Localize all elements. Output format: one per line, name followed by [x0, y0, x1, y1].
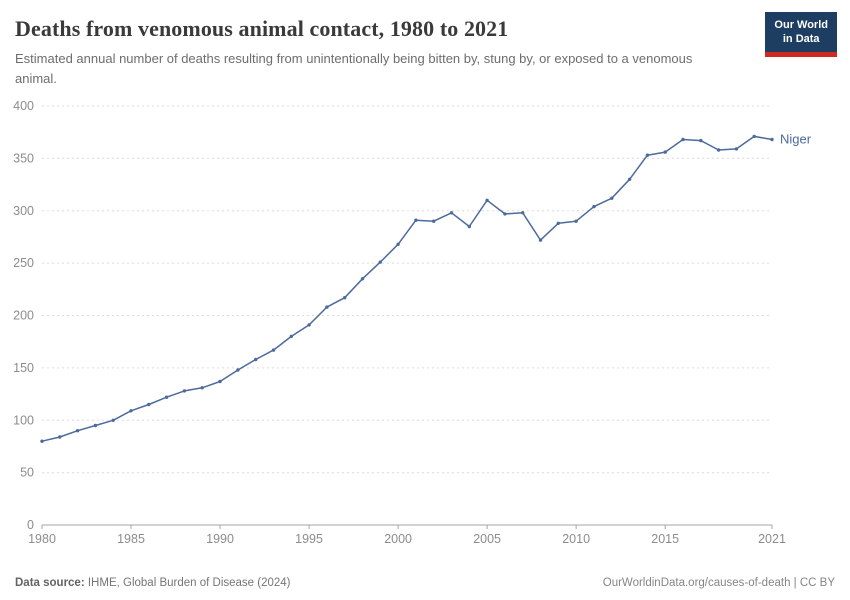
data-point	[556, 221, 560, 225]
x-tick-label: 2000	[384, 532, 412, 546]
data-point	[182, 389, 187, 393]
data-point	[610, 196, 614, 200]
data-point	[770, 137, 774, 142]
y-tick-label: 150	[13, 361, 34, 375]
header: Deaths from venomous animal contact, 198…	[0, 0, 850, 88]
data-point	[734, 147, 739, 151]
x-tick-label: 1980	[28, 532, 56, 546]
data-point	[164, 395, 169, 399]
data-point	[627, 177, 632, 181]
y-tick-label: 300	[13, 204, 34, 218]
data-point	[574, 219, 578, 223]
data-point	[343, 296, 347, 300]
data-point	[40, 439, 44, 443]
data-point	[681, 137, 685, 142]
x-tick-label: 2005	[473, 532, 501, 546]
data-point	[111, 418, 115, 422]
series-label-niger: Niger	[780, 132, 812, 147]
data-line-niger	[41, 135, 773, 442]
data-point	[521, 211, 525, 215]
data-point	[307, 323, 311, 327]
y-tick-label: 200	[13, 309, 34, 323]
data-point	[93, 423, 98, 428]
data-point	[58, 435, 62, 439]
line-chart: 0 50 100 150 200 250 300 350 400 1980 1985 1990 1995…	[13, 99, 812, 546]
data-point	[325, 305, 329, 309]
data-point	[396, 242, 400, 246]
data-point	[75, 429, 80, 433]
x-tick-label: 1990	[206, 532, 234, 546]
data-source-label: Data source:	[15, 577, 85, 589]
y-tick-label: 250	[13, 256, 34, 270]
data-point	[129, 409, 133, 413]
page-subtitle: Estimated annual number of deaths result…	[15, 51, 693, 86]
data-point	[200, 386, 204, 390]
data-point	[254, 357, 258, 362]
data-point	[592, 204, 596, 209]
x-tick-label: 1995	[295, 532, 323, 546]
x-tick-label: 1985	[117, 532, 145, 546]
data-point	[503, 212, 507, 216]
data-point	[699, 138, 703, 143]
data-point	[271, 348, 276, 352]
owid-logo-line1: Our World	[774, 19, 828, 31]
data-point	[378, 260, 382, 264]
data-point	[289, 334, 293, 339]
data-point	[236, 368, 240, 372]
data-point	[360, 277, 365, 281]
y-tick-label: 0	[27, 518, 34, 532]
data-point	[716, 148, 721, 152]
owid-logo: Our World in Data	[765, 12, 837, 57]
x-tick-label: 2010	[562, 532, 590, 546]
owid-logo-line2: in Data	[782, 33, 820, 46]
footer: Data source: IHME, Global Burden of Dise…	[15, 577, 835, 589]
y-tick-label: 50	[20, 466, 34, 480]
data-point	[752, 134, 756, 139]
y-tick-label: 400	[13, 99, 34, 113]
y-tick-label: 350	[13, 151, 34, 165]
data-point	[414, 218, 418, 222]
x-tick-label: 2015	[651, 532, 679, 546]
data-point	[449, 211, 454, 215]
x-tick-label: 2021	[758, 532, 786, 546]
data-point	[538, 238, 543, 242]
data-point	[485, 198, 489, 202]
page-title: Deaths from venomous animal contact, 198…	[15, 16, 509, 41]
data-point	[467, 224, 471, 229]
credit-link[interactable]: OurWorldinData.org/causes-of-death | CC …	[602, 577, 835, 589]
data-source: Data source: IHME, Global Burden of Dise…	[15, 577, 291, 589]
data-point	[432, 219, 436, 223]
data-point	[663, 150, 667, 154]
y-tick-label: 100	[13, 413, 34, 427]
data-point	[645, 153, 650, 157]
data-point	[147, 402, 151, 407]
data-source-text: IHME, Global Burden of Disease (2024)	[84, 577, 291, 589]
data-point	[218, 379, 222, 384]
